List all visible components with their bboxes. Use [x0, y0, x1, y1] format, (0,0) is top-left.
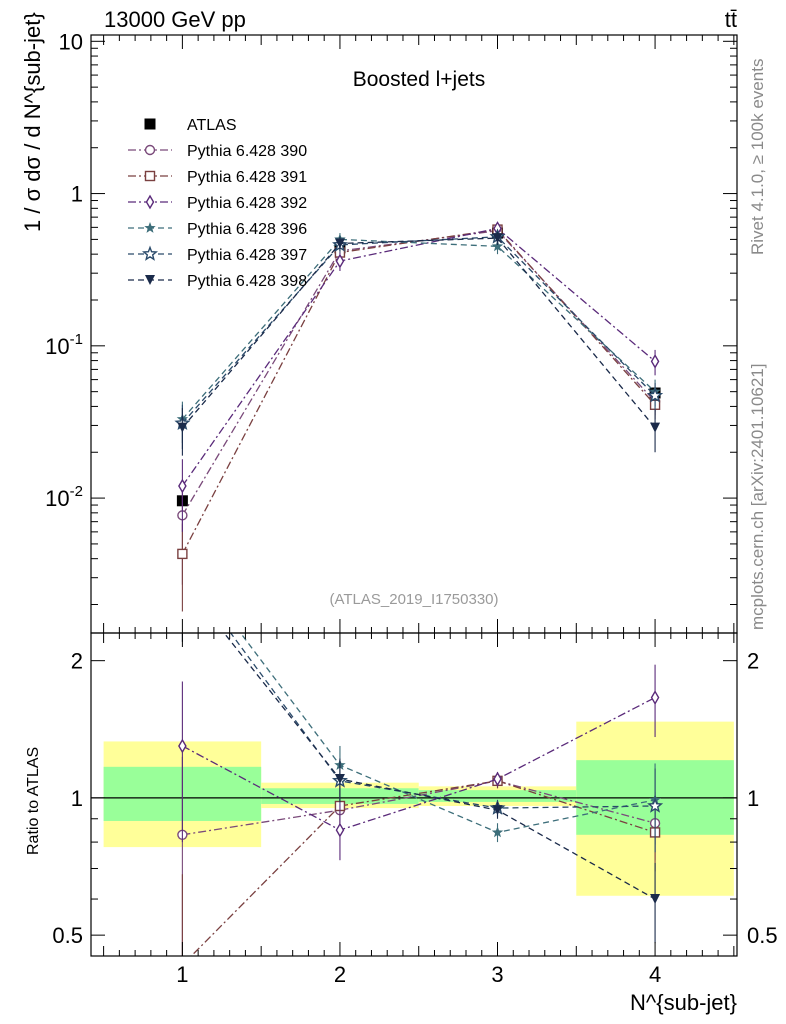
ratio-line-3: [239, 633, 656, 834]
ratio-y-tick-label: 1: [71, 786, 83, 811]
ratio-point: [178, 738, 187, 754]
y-tick-label: 10-1: [45, 331, 83, 359]
ratio-y-axis-label: Ratio to ATLAS: [25, 747, 42, 855]
data-point: [492, 233, 503, 244]
data-point: [177, 422, 188, 433]
ratio-y-tick-label-right: 0.5: [747, 923, 778, 948]
series-line-4: [181, 238, 656, 420]
ratio-point: [335, 822, 345, 838]
main-y-axis-label: 1 / σ dσ / d N^{sub-jet}: [20, 12, 45, 232]
data-point: [650, 422, 661, 433]
main-series-group: [174, 221, 664, 612]
x-tick-label: 3: [491, 962, 503, 987]
legend-marker: [144, 118, 156, 130]
ratio-point: [491, 826, 504, 838]
data-point: [177, 548, 188, 560]
legend-label: Pythia 6.428 390: [187, 143, 307, 160]
x-axis-label: N^{sub-jet}: [630, 990, 737, 1015]
energy-label: 13000 GeV pp: [104, 7, 246, 32]
ratio-point: [647, 797, 664, 813]
ratio-series-5: [181, 633, 661, 944]
ratio-y-tick-label: 0.5: [52, 923, 83, 948]
data-point: [334, 238, 345, 249]
x-tick-label: 4: [649, 962, 661, 987]
data-point: [647, 387, 664, 403]
y-tick-label: 10-2: [45, 483, 83, 511]
ratio-line-2: [182, 696, 656, 831]
legend-label: Pythia 6.428 398: [187, 273, 307, 290]
legend-label: ATLAS: [187, 117, 237, 134]
data-point: [178, 478, 187, 494]
y-tick-label: 10: [59, 29, 83, 54]
rivet-label: Rivet 4.1.0, ≥ 100k events: [748, 59, 767, 255]
series-3: [178, 221, 660, 532]
legend: ATLAS Pythia 6.428 390 Pythia 6.428 391 Pyt…: [128, 117, 307, 290]
ratio-point: [650, 690, 660, 705]
legend-marker: [144, 222, 156, 233]
legend-marker: [144, 144, 156, 156]
x-tick-label: 2: [334, 962, 346, 987]
legend-label: Pythia 6.428 397: [187, 247, 307, 264]
ratio-point: [334, 774, 345, 785]
data-point: [491, 240, 504, 252]
plot-title: Boosted l+jets: [353, 68, 486, 91]
ratio-frame: [90, 632, 738, 957]
x-tick-label: 1: [176, 962, 188, 987]
ratio-y-tick-label-right: 1: [747, 786, 759, 811]
legend-label: Pythia 6.428 391: [187, 169, 307, 186]
data-point: [650, 354, 660, 369]
series-line-3: [181, 227, 656, 487]
ratio-y-tick-label: 2: [71, 649, 83, 674]
ratio-y-tick-label-right: 2: [747, 649, 759, 674]
y-tick-exponent: -1: [70, 331, 83, 348]
legend-label: Pythia 6.428 396: [187, 221, 307, 238]
y-tick-label: 1: [71, 182, 83, 207]
process-label: tt̄: [725, 7, 737, 32]
source-label: mcplots.cern.ch [arXiv:2401.10621]: [748, 364, 767, 630]
green-band-3: [418, 790, 577, 802]
analysis-label: (ATLAS_2019_I1750330): [329, 591, 498, 608]
legend-label: Pythia 6.428 392: [187, 195, 307, 212]
data-point: [335, 253, 345, 269]
ratio-line-5: [223, 633, 656, 900]
ratio-point: [493, 771, 502, 787]
y-tick-exponent: -2: [70, 483, 83, 500]
ratio-point: [650, 894, 661, 905]
series-4: [176, 233, 661, 444]
series-6: [177, 231, 661, 456]
ratio-panel: 2 2 1 1 0.5 0.5 1 2 3 4: [52, 35, 778, 987]
ratio-point: [492, 805, 503, 816]
legend-marker: [144, 170, 156, 182]
legend-marker: [145, 275, 155, 285]
ratio-series-2: [178, 664, 660, 861]
ratio-series-group: [177, 633, 664, 956]
series-0: [176, 227, 661, 507]
series-line-6: [181, 237, 656, 429]
legend-marker: [145, 194, 155, 210]
ratio-line-0: [182, 780, 656, 836]
legend-marker: [141, 245, 159, 261]
